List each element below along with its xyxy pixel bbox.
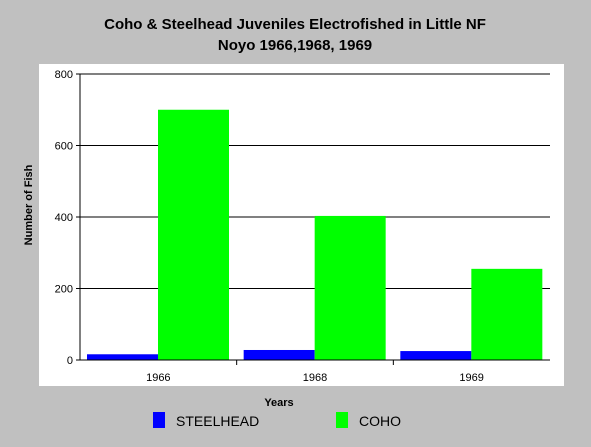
x-tick-label: 1969 [459,372,483,384]
bar-coho-1969 [471,268,543,360]
chart-title: Coho & Steelhead Juveniles Electrofished… [104,16,486,33]
y-tick-label: 200 [55,284,73,296]
legend: STEELHEAD COHO [153,412,401,429]
legend-label-steelhead: STEELHEAD [176,413,259,429]
bar-steelhead-1968 [243,349,315,360]
legend-swatch-coho [336,412,348,428]
y-tick-label: 400 [55,212,73,224]
bar-steelhead-1969 [400,351,472,360]
bar-steelhead-1966 [87,354,158,360]
y-axis-title: Number of Fish [23,164,35,245]
legend-swatch-steelhead [153,412,165,428]
bar-coho-1966 [158,109,229,360]
x-tick-label: 1968 [303,372,327,384]
y-tick-label: 600 [55,141,73,153]
bar-layer [87,109,543,360]
x-axis-title: Years [264,397,293,409]
axis-layer: 0 200 400 600 800 1966 1968 1969 [55,69,550,384]
bar-coho-1968 [314,215,386,360]
y-tick-label: 800 [55,69,73,81]
y-tick-label: 0 [67,355,73,367]
legend-label-coho: COHO [359,413,401,429]
x-tick-label: 1966 [146,372,170,384]
chart-subtitle: Noyo 1966,1968, 1969 [218,37,372,54]
